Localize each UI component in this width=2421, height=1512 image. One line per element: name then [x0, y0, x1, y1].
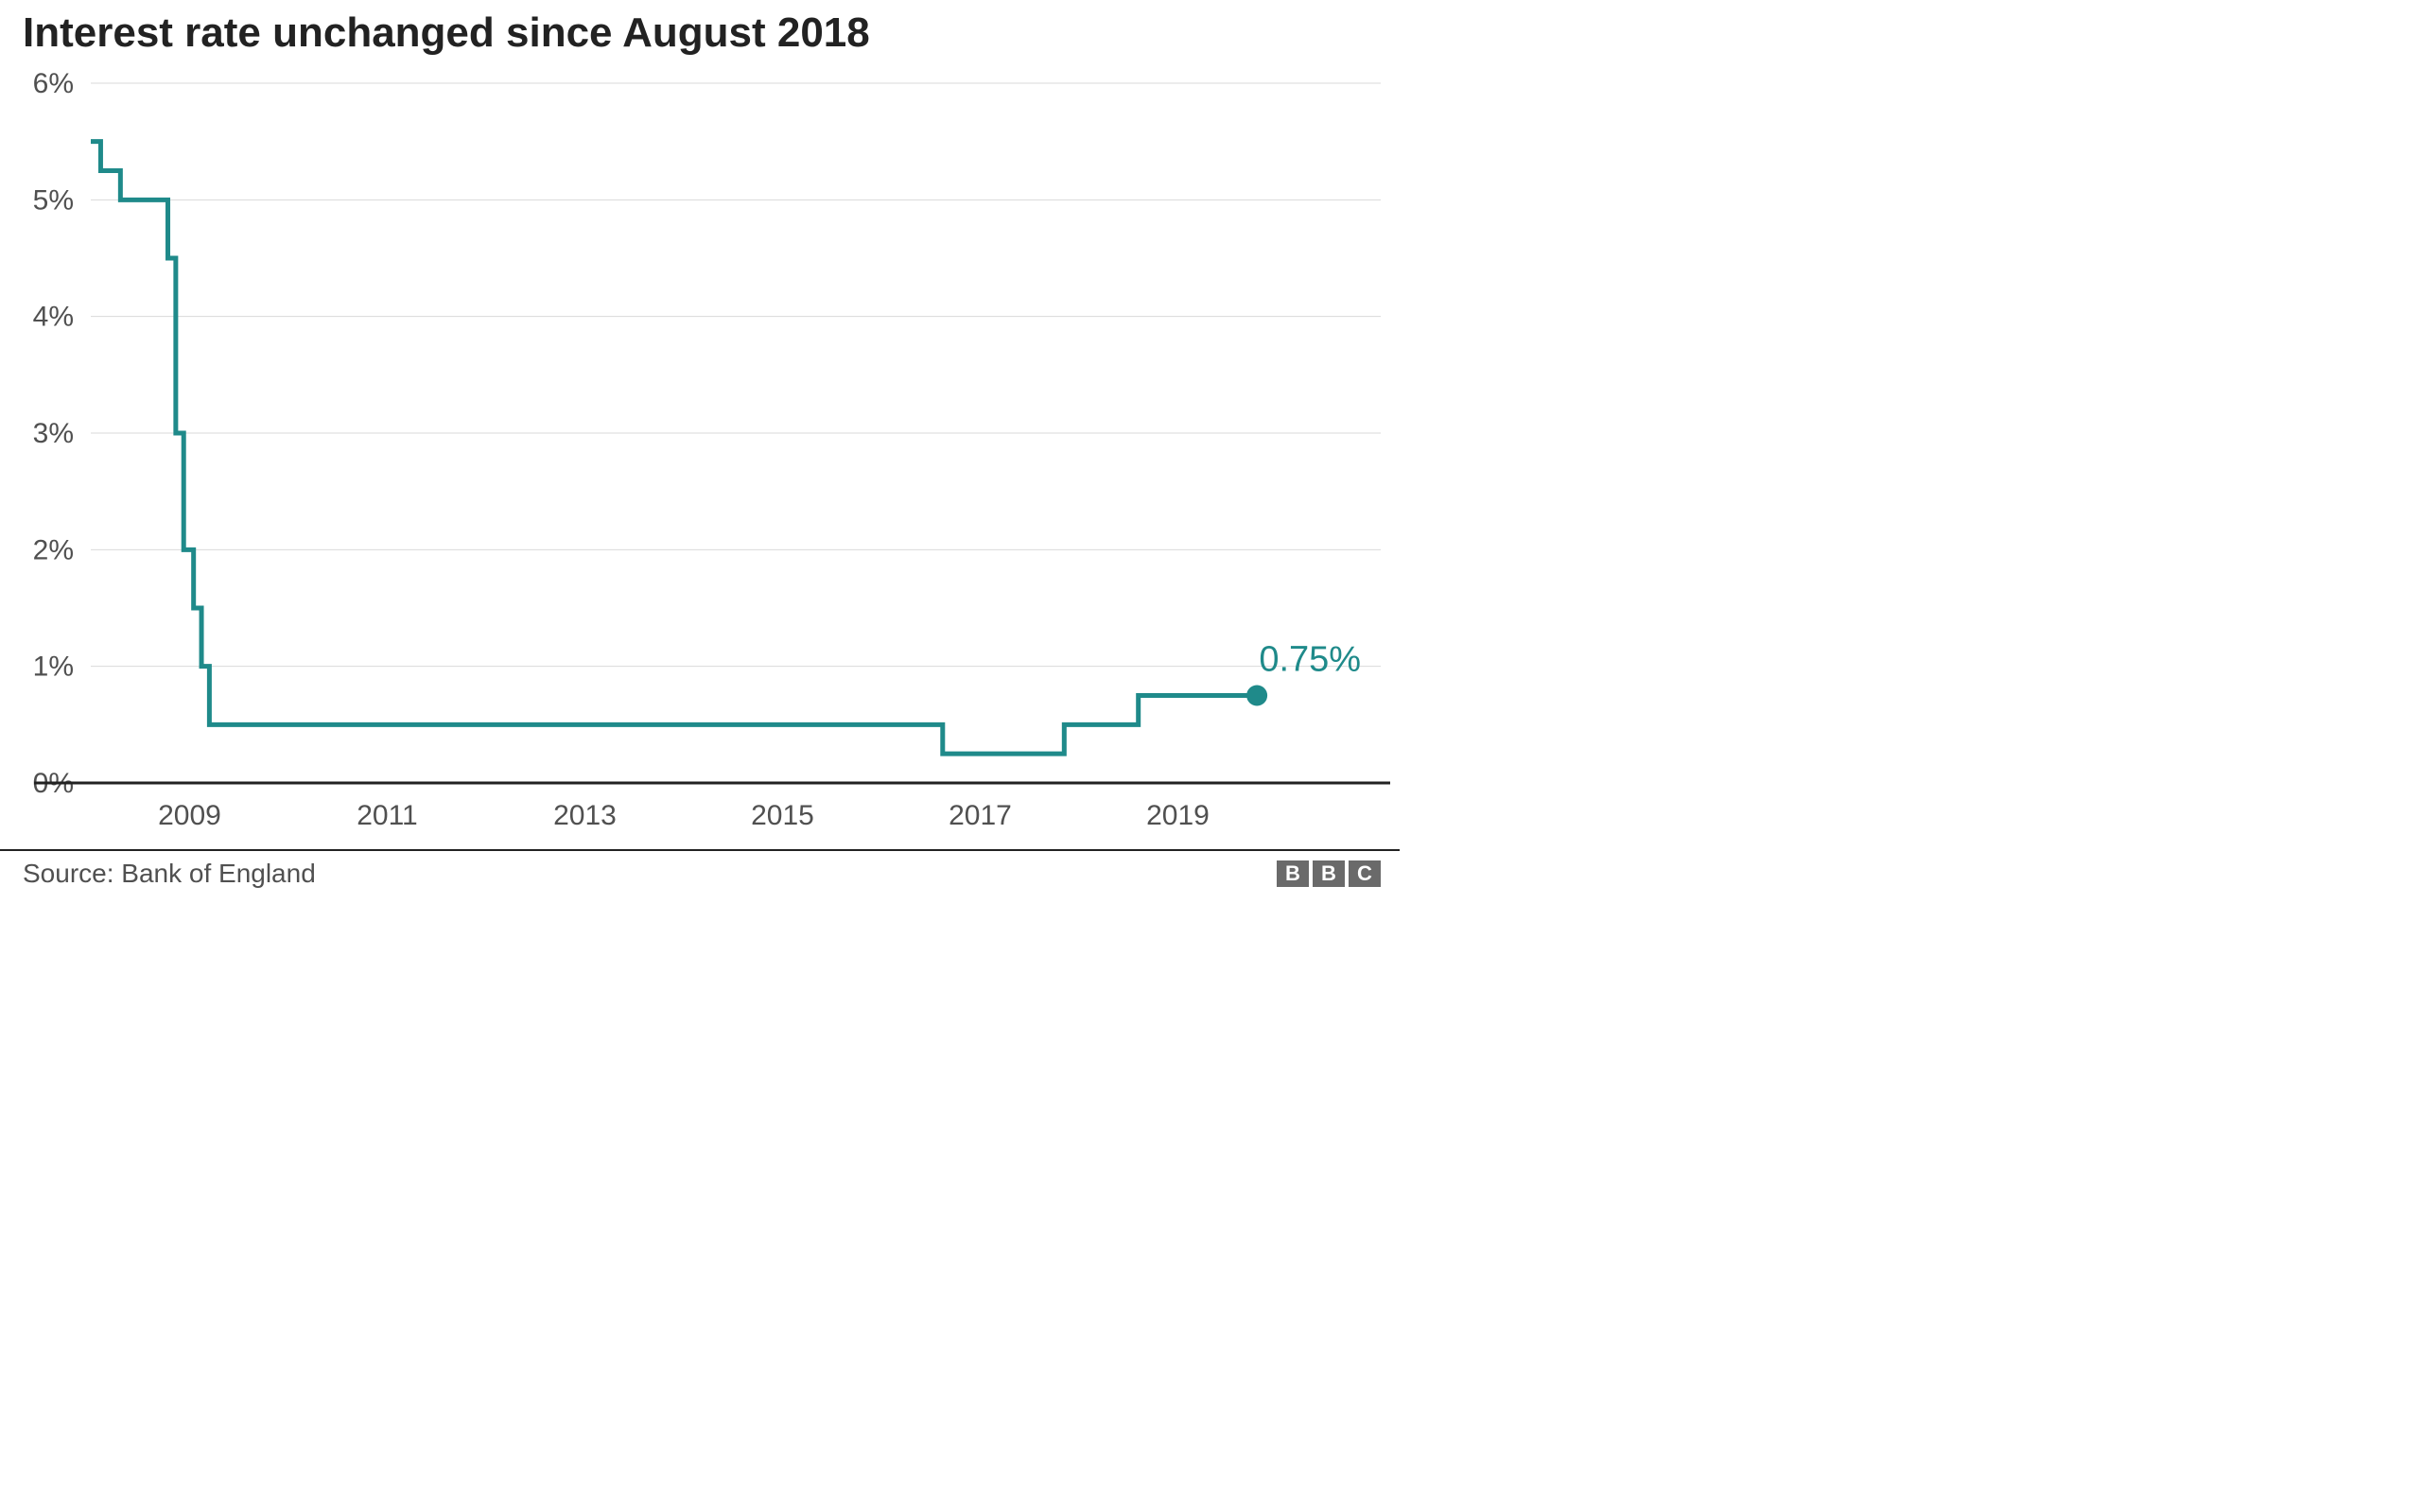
end-value-label: 0.75% — [1259, 640, 1361, 680]
y-tick-label: 1% — [33, 652, 74, 683]
y-tick-label: 4% — [33, 302, 74, 333]
bbc-logo: B B C — [1277, 860, 1381, 887]
bbc-logo-b2: B — [1313, 860, 1345, 887]
source-label: Source: Bank of England — [23, 859, 316, 889]
x-tick-label: 2015 — [751, 800, 814, 831]
x-tick-label: 2019 — [1146, 800, 1210, 831]
end-marker — [1246, 686, 1267, 706]
x-tick-label: 2017 — [949, 800, 1012, 831]
bbc-logo-b1: B — [1277, 860, 1309, 887]
plot-area: 0%1%2%3%4%5%6%2009201120132015201720190.… — [0, 64, 1400, 849]
y-tick-label: 6% — [33, 68, 74, 99]
source-name: Bank of England — [121, 859, 316, 888]
bbc-logo-c: C — [1349, 860, 1381, 887]
y-tick-label: 2% — [33, 534, 74, 565]
chart-title: Interest rate unchanged since August 201… — [23, 9, 1400, 57]
x-tick-label: 2013 — [553, 800, 617, 831]
y-tick-label: 5% — [33, 184, 74, 216]
x-tick-label: 2011 — [357, 800, 418, 831]
y-tick-label: 3% — [33, 418, 74, 449]
source-prefix: Source: — [23, 859, 121, 888]
x-tick-label: 2009 — [158, 800, 221, 831]
rate-step-line — [91, 142, 1257, 755]
chart-container: Interest rate unchanged since August 201… — [0, 0, 1400, 902]
chart-footer: Source: Bank of England B B C — [0, 849, 1400, 902]
chart-svg: 0%1%2%3%4%5%6%2009201120132015201720190.… — [0, 64, 1400, 849]
